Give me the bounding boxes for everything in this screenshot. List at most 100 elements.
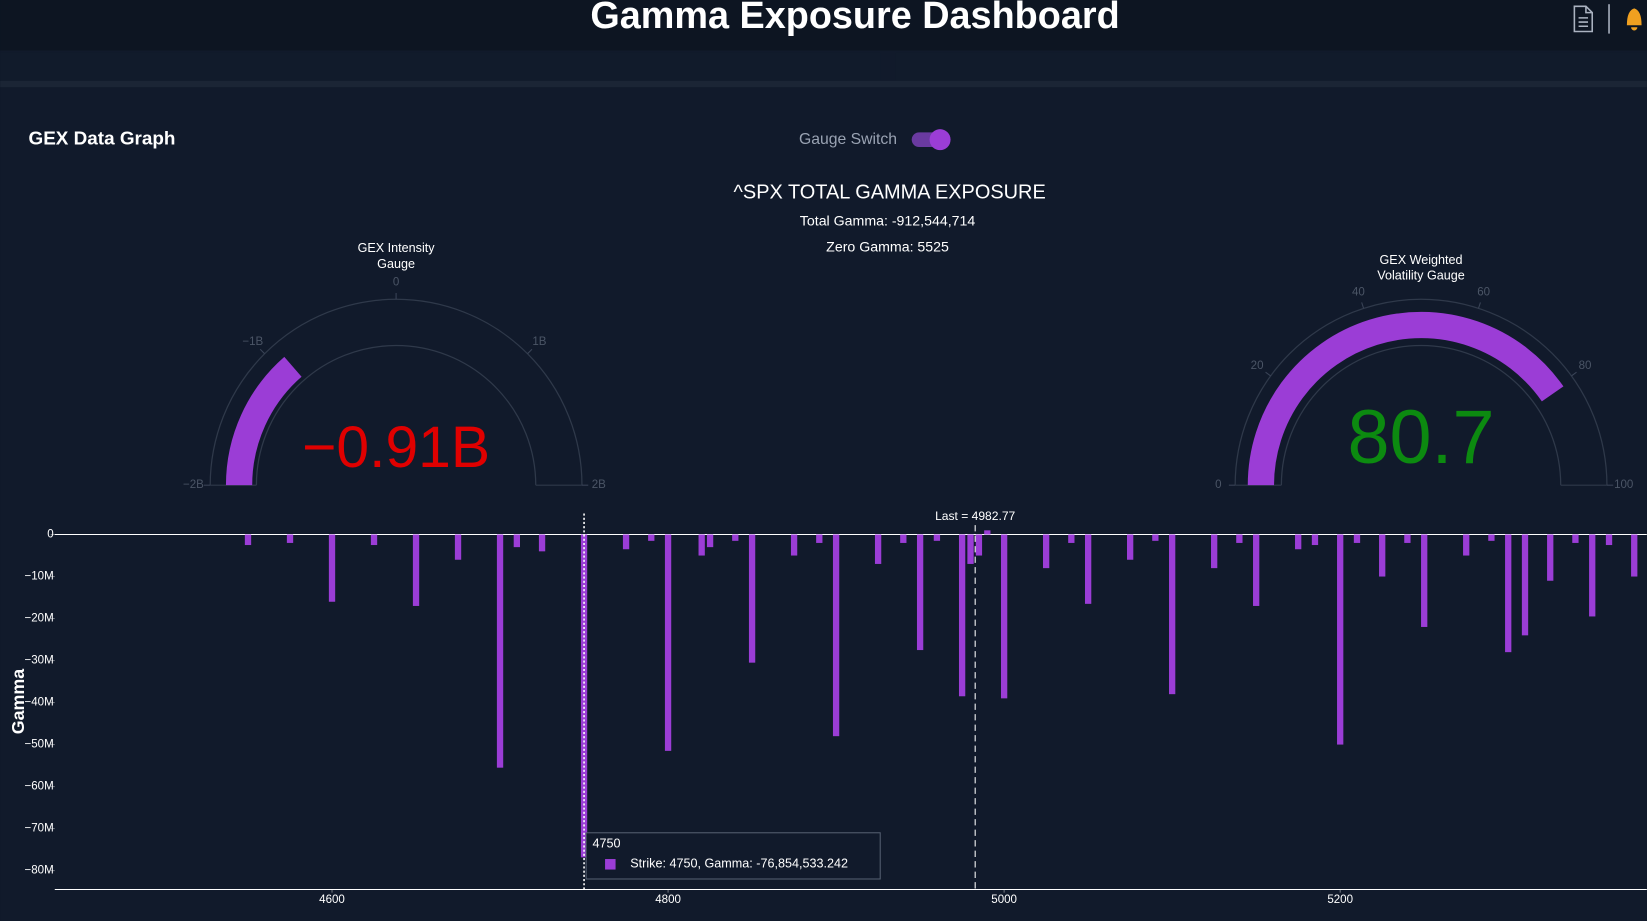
bar — [622, 534, 630, 550]
bar — [1169, 534, 1176, 695]
gauge-tick — [259, 348, 266, 355]
doc-icon[interactable] — [1573, 5, 1594, 33]
y-tick-label: −60M — [25, 781, 54, 793]
tooltip-text: Strike: 4750, Gamma: -76,854,533.242 — [630, 857, 848, 871]
header-bar — [0, 0, 1647, 51]
bar — [1068, 534, 1075, 543]
bar — [1488, 534, 1495, 541]
bar — [454, 534, 462, 560]
gauge-switch[interactable] — [911, 129, 951, 151]
x-tick-label: 4800 — [655, 894, 681, 906]
gauge-tick — [1361, 302, 1365, 309]
tab-border — [0, 80, 1647, 88]
bar — [286, 534, 294, 543]
switch-label: Gauge Switch — [799, 131, 897, 148]
bar — [916, 534, 924, 651]
bar — [1337, 534, 1344, 745]
gauge-title: GEX Intensity — [358, 241, 436, 255]
chart-title: ^SPX TOTAL GAMMA EXPOSURE — [734, 181, 1046, 203]
tooltip-title: 4750 — [592, 837, 620, 851]
bar — [984, 530, 991, 535]
gauge-tick-label: 20 — [1251, 360, 1264, 372]
tooltip-box — [585, 832, 881, 880]
bar — [1236, 534, 1243, 543]
tab-left[interactable] — [0, 52, 881, 81]
bar — [1379, 534, 1386, 577]
y-tick-label: −50M — [25, 739, 54, 751]
x-tick-label: 4600 — [319, 894, 345, 906]
bell-icon[interactable] — [1626, 8, 1642, 31]
chart-subtitle: Zero Gamma: 5525 — [826, 240, 949, 256]
gauge-title: Gauge — [377, 257, 415, 271]
gauge-value: −0.91B — [302, 415, 490, 480]
bar — [967, 534, 974, 564]
gauge-tick-label: 80 — [1579, 360, 1592, 372]
bar — [698, 534, 705, 556]
gauge-tick — [527, 348, 533, 355]
y-tick-label: −10M — [25, 571, 54, 583]
gauge-tick-label: 1B — [532, 336, 546, 348]
bar — [933, 534, 941, 541]
y-tick-label: −20M — [25, 613, 54, 625]
bar — [1589, 534, 1596, 617]
last-price-label: Last = 4982.77 — [935, 509, 1015, 523]
gauge-title: GEX Weighted — [1380, 253, 1463, 267]
bar — [1521, 534, 1529, 636]
y-tick-label: −70M — [25, 823, 54, 835]
bar — [513, 534, 521, 548]
bar — [1463, 534, 1470, 556]
y-tick-label: −80M — [25, 865, 54, 877]
gauge-tick-label: −1B — [242, 336, 263, 348]
gauge-title: Volatility Gauge — [1377, 269, 1465, 283]
x-tick-label: 5000 — [991, 894, 1017, 906]
bar — [832, 534, 840, 737]
bar — [1126, 534, 1134, 560]
bar — [664, 534, 672, 751]
bar — [1631, 534, 1638, 577]
bar — [958, 534, 966, 697]
y-tick-label: −40M — [25, 697, 54, 709]
chart-subtitle: Total Gamma: -912,544,714 — [800, 213, 976, 229]
gauge-tick — [1265, 371, 1271, 377]
bar — [1605, 534, 1613, 546]
gauge-tick-label: −2B — [183, 479, 204, 491]
gauge-bar — [1247, 311, 1564, 486]
bar — [1042, 534, 1050, 569]
bar — [975, 534, 983, 556]
gauge-outline — [1234, 298, 1608, 486]
bar — [1421, 534, 1428, 627]
gauge-tick — [1477, 302, 1481, 309]
gauge-tick — [1571, 371, 1577, 377]
tooltip-swatch — [605, 859, 616, 870]
bar — [1253, 534, 1260, 606]
gauge-tick-label: 2B — [592, 479, 606, 491]
gauge-tick-label: 40 — [1352, 286, 1365, 298]
bar — [370, 534, 378, 546]
bar — [1211, 534, 1218, 569]
bar — [328, 534, 336, 602]
bar — [412, 534, 420, 606]
gauge-value: 80.7 — [1347, 396, 1494, 480]
gauge-bar — [225, 356, 302, 486]
bar — [706, 534, 714, 548]
gauge-tick-label: 100 — [1614, 479, 1633, 491]
bar — [816, 534, 823, 543]
bar — [1353, 534, 1361, 543]
bar — [748, 534, 756, 663]
tab-right[interactable] — [895, 52, 1647, 81]
header-title: Gamma Exposure Dashboard — [590, 0, 1119, 37]
bar — [790, 534, 798, 556]
bar — [496, 534, 504, 768]
bar — [1572, 534, 1579, 543]
bar — [1152, 534, 1159, 541]
bar — [874, 534, 882, 564]
bar — [1000, 534, 1008, 699]
bar — [900, 534, 907, 543]
bar — [1084, 534, 1092, 604]
bar — [1295, 534, 1302, 550]
bar — [648, 534, 655, 541]
gauge-tick-label: 0 — [1215, 479, 1221, 491]
bar — [244, 534, 252, 546]
